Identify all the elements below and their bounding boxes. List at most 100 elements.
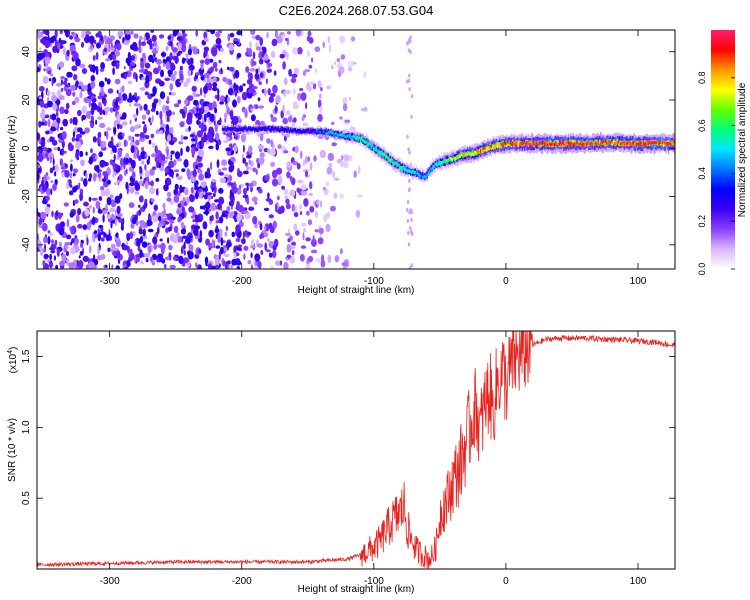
noise-blob <box>137 246 141 252</box>
signal-segment <box>435 163 438 166</box>
noise-blob <box>125 181 129 190</box>
noise-blob <box>227 96 231 103</box>
noise-blob <box>144 134 150 140</box>
spectrogram-y-tick-label: -40 <box>21 237 32 252</box>
noise-blob <box>350 36 356 42</box>
noise-blob <box>218 196 225 205</box>
signal-segment <box>386 155 388 159</box>
noise-blob <box>203 101 210 105</box>
noise-blob <box>88 245 92 254</box>
noise-blob <box>82 224 88 231</box>
noise-blob <box>166 148 169 157</box>
noise-blob <box>128 202 135 209</box>
noise-blob <box>268 214 274 219</box>
noise-blob <box>406 134 409 139</box>
noise-blob <box>266 138 271 144</box>
noise-blob <box>104 131 107 137</box>
noise-blob <box>138 230 143 235</box>
noise-blob <box>220 47 224 53</box>
signal-segment <box>652 141 654 145</box>
signal-segment <box>443 160 445 164</box>
signal-segment <box>340 130 343 137</box>
noise-blob <box>148 76 153 80</box>
noise-blob <box>43 236 48 244</box>
noise-blob <box>267 88 271 96</box>
noise-blob <box>66 71 72 78</box>
spectrogram-y-tick-label: -20 <box>21 189 32 204</box>
signal-segment <box>605 141 608 145</box>
noise-blob <box>83 201 89 207</box>
noise-blob <box>47 230 51 234</box>
noise-blob <box>145 75 150 84</box>
noise-blob <box>162 202 166 209</box>
noise-blob <box>304 155 308 165</box>
noise-blob <box>181 168 186 173</box>
noise-blob <box>106 38 113 45</box>
noise-blob <box>211 239 215 248</box>
noise-blob <box>72 172 76 177</box>
noise-blob <box>138 45 142 54</box>
signal-segment <box>369 143 371 148</box>
noise-blob <box>72 116 76 125</box>
noise-blob <box>110 150 113 155</box>
noise-blob <box>307 219 313 226</box>
noise-blob <box>125 30 131 35</box>
noise-blob <box>331 65 334 70</box>
noise-blob <box>409 35 412 40</box>
noise-blob <box>187 48 193 56</box>
noise-blob <box>282 61 286 70</box>
noise-blob <box>139 87 146 91</box>
noise-blob <box>234 89 238 97</box>
noise-blob <box>176 175 183 180</box>
noise-blob <box>69 172 73 179</box>
noise-blob <box>97 246 100 255</box>
noise-blob <box>139 176 143 180</box>
signal-segment <box>240 128 243 132</box>
noise-blob <box>38 86 45 92</box>
noise-blob <box>143 36 147 42</box>
noise-blob <box>37 172 40 180</box>
signal-segment <box>658 141 660 145</box>
signal-segment <box>391 161 394 165</box>
noise-blob <box>195 134 198 143</box>
noise-blob <box>37 66 41 73</box>
signal-segment <box>347 134 350 137</box>
noise-blob <box>165 214 168 219</box>
signal-segment <box>396 164 399 167</box>
signal-segment <box>288 126 291 132</box>
noise-blob <box>95 52 99 60</box>
noise-blob <box>116 113 123 122</box>
noise-blob <box>133 33 139 39</box>
noise-blob <box>237 204 244 213</box>
signal-segment <box>603 142 606 146</box>
noise-blob <box>210 214 214 222</box>
snr-y-tick-label: 0.5 <box>21 491 32 505</box>
signal-segment <box>627 141 629 145</box>
noise-blob <box>88 196 92 202</box>
noise-blob <box>215 211 219 220</box>
noise-blob <box>177 217 181 223</box>
noise-blob <box>70 241 73 246</box>
signal-segment <box>236 127 238 131</box>
noise-blob <box>197 149 204 158</box>
signal-segment <box>483 146 486 150</box>
signal-segment <box>407 167 409 172</box>
colorbar-tick-label: 0.6 <box>697 119 707 132</box>
signal-segment <box>422 173 425 178</box>
noise-blob <box>146 109 151 115</box>
noise-blob <box>270 161 276 167</box>
signal-segment <box>588 141 590 145</box>
noise-blob <box>248 182 254 188</box>
noise-blob <box>41 183 48 192</box>
noise-blob <box>172 111 175 116</box>
signal-segment <box>393 162 395 166</box>
signal-segment <box>586 141 589 145</box>
noise-blob <box>89 173 92 179</box>
noise-blob <box>177 99 182 105</box>
noise-blob <box>300 245 307 249</box>
signal-segment <box>622 141 625 147</box>
signal-segment <box>306 129 308 134</box>
noise-blob <box>410 263 413 268</box>
noise-blob <box>208 126 214 135</box>
noise-blob <box>325 223 331 233</box>
